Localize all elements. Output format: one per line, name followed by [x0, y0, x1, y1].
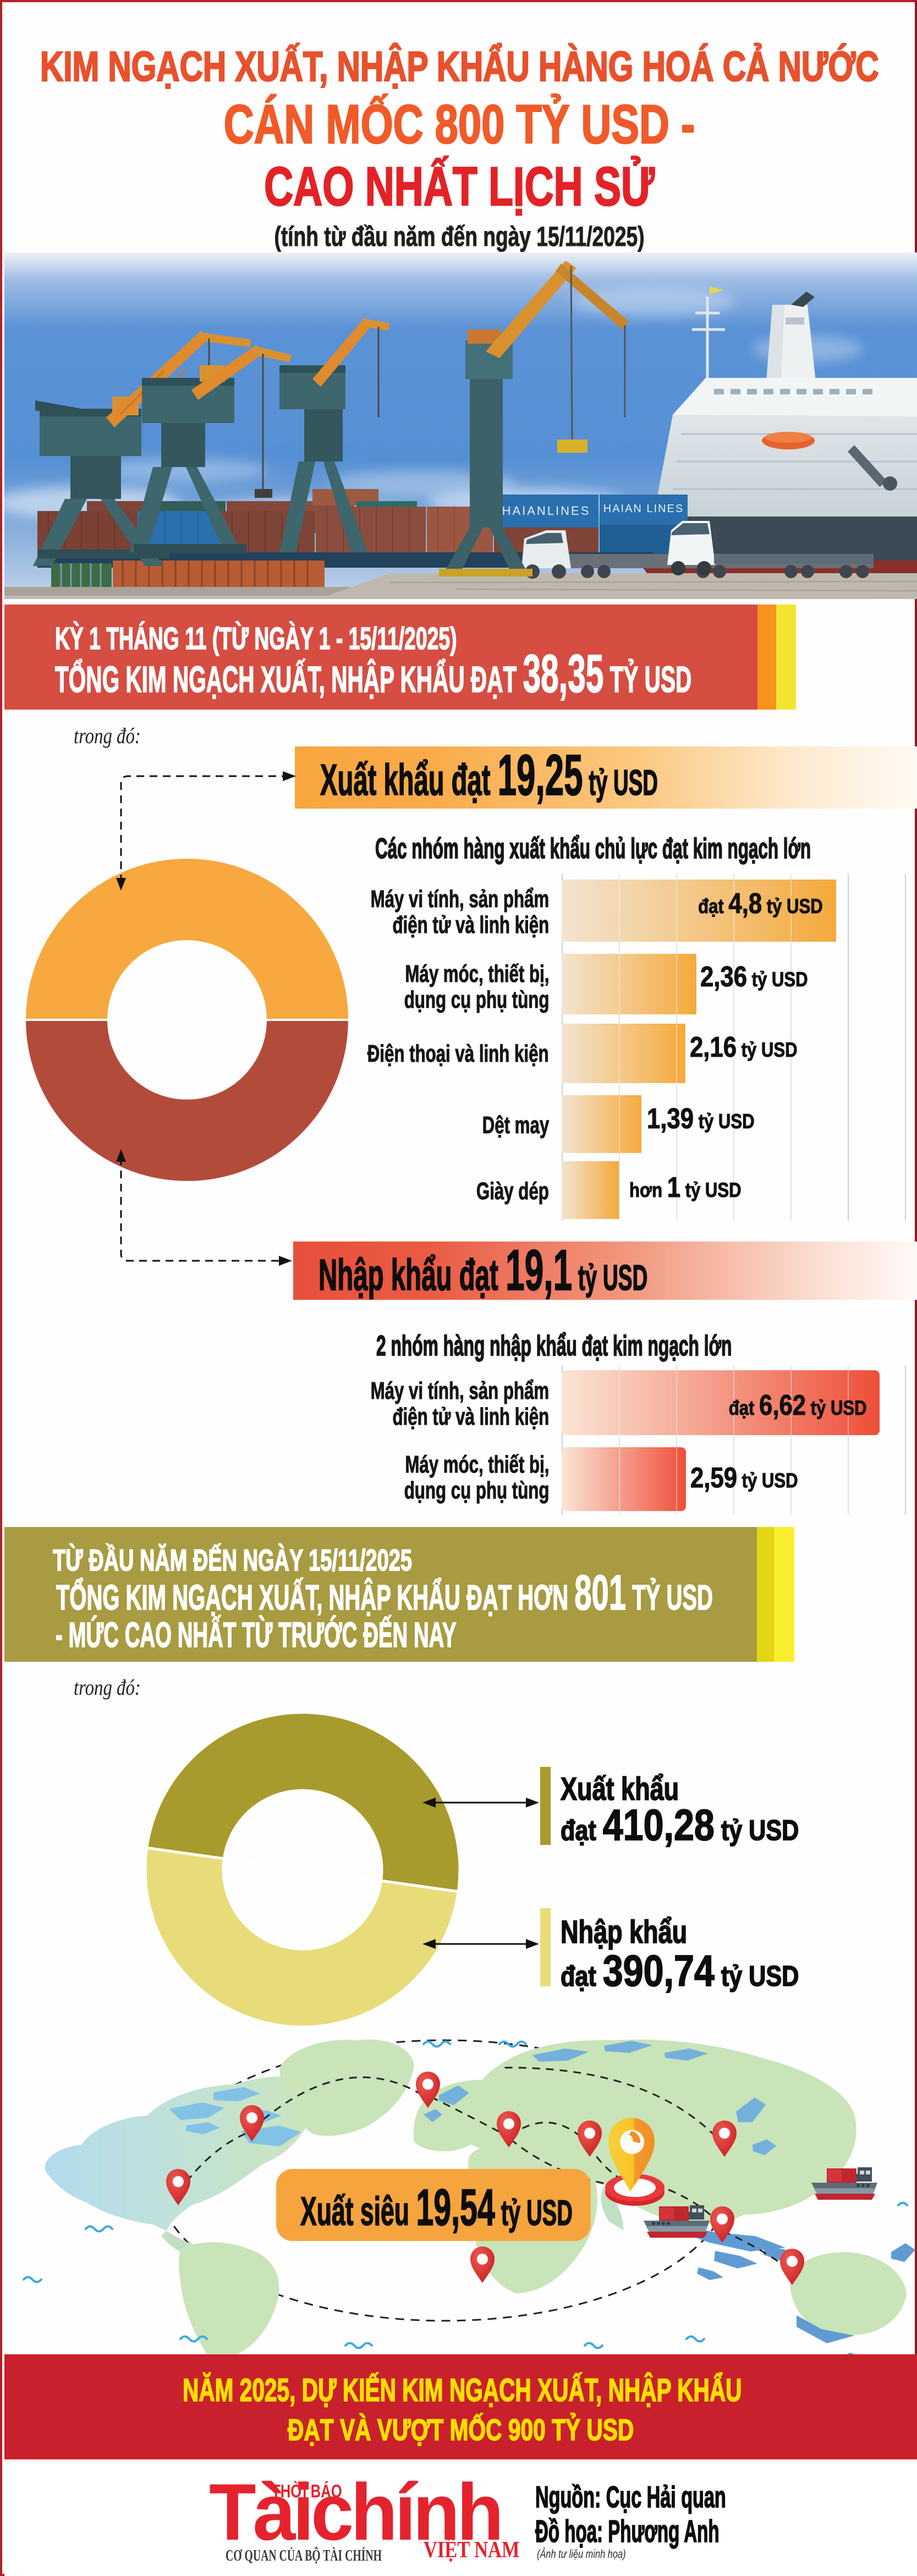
svg-text:HAIANLINES: HAIANLINES	[502, 504, 591, 518]
svg-text:HAIAN LINES: HAIAN LINES	[603, 503, 684, 515]
